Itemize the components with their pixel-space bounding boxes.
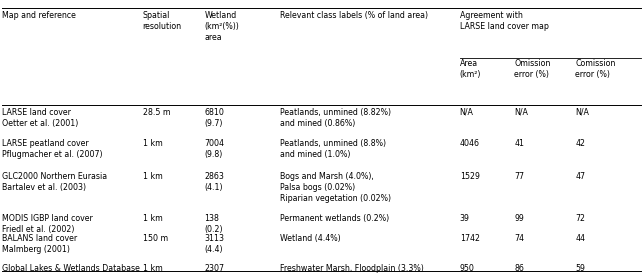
Text: 59: 59 (575, 264, 585, 273)
Text: 1 km: 1 km (143, 264, 163, 273)
Text: Peatlands, unmined (8.8%)
and mined (1.0%): Peatlands, unmined (8.8%) and mined (1.0… (280, 139, 386, 159)
Text: LARSE peatland cover
Pflugmacher et al. (2007): LARSE peatland cover Pflugmacher et al. … (2, 139, 102, 159)
Text: 47: 47 (575, 172, 586, 181)
Text: GLC2000 Northern Eurasia
Bartalev et al. (2003): GLC2000 Northern Eurasia Bartalev et al.… (2, 172, 107, 192)
Text: 1 km: 1 km (143, 172, 163, 181)
Text: 4046: 4046 (460, 139, 480, 148)
Text: Comission
error (%): Comission error (%) (575, 59, 616, 79)
Text: Peatlands, unmined (8.82%)
and mined (0.86%): Peatlands, unmined (8.82%) and mined (0.… (280, 108, 391, 128)
Text: BALANS land cover
Malmberg (2001): BALANS land cover Malmberg (2001) (2, 234, 77, 254)
Text: 28.5 m: 28.5 m (143, 108, 170, 117)
Text: Freshwater Marsh, Floodplain (3.3%)
Bog, Fen, Mire (0%);: Freshwater Marsh, Floodplain (3.3%) Bog,… (280, 264, 424, 275)
Text: 41: 41 (514, 139, 525, 148)
Text: 86: 86 (514, 264, 524, 273)
Text: Bogs and Marsh (4.0%),
Palsa bogs (0.02%)
Riparian vegetation (0.02%): Bogs and Marsh (4.0%), Palsa bogs (0.02%… (280, 172, 391, 203)
Text: Spatial
resolution: Spatial resolution (143, 11, 182, 31)
Text: N/A: N/A (460, 108, 474, 117)
Text: Permanent wetlands (0.2%): Permanent wetlands (0.2%) (280, 214, 389, 223)
Text: 72: 72 (575, 214, 586, 223)
Text: 6810
(9.7): 6810 (9.7) (204, 108, 224, 128)
Text: Map and reference: Map and reference (2, 11, 76, 20)
Text: 42: 42 (575, 139, 586, 148)
Text: Agreement with
LARSE land cover map: Agreement with LARSE land cover map (460, 11, 548, 31)
Text: Area
(km²): Area (km²) (460, 59, 481, 79)
Text: Relevant class labels (% of land area): Relevant class labels (% of land area) (280, 11, 428, 20)
Text: Global Lakes & Wetlands Database
Lehner and Döll (2004): Global Lakes & Wetlands Database Lehner … (2, 264, 140, 275)
Text: Wetland (4.4%): Wetland (4.4%) (280, 234, 340, 243)
Text: 1742: 1742 (460, 234, 480, 243)
Text: 39: 39 (460, 214, 469, 223)
Text: 44: 44 (575, 234, 586, 243)
Text: 150 m: 150 m (143, 234, 168, 243)
Text: 1 km: 1 km (143, 214, 163, 223)
Text: Omission
error (%): Omission error (%) (514, 59, 551, 79)
Text: 77: 77 (514, 172, 525, 181)
Text: MODIS IGBP land cover
Friedl et al. (2002): MODIS IGBP land cover Friedl et al. (200… (2, 214, 93, 234)
Text: 1529: 1529 (460, 172, 480, 181)
Text: 138
(0.2): 138 (0.2) (204, 214, 223, 234)
Text: 99: 99 (514, 214, 524, 223)
Text: 3113
(4.4): 3113 (4.4) (204, 234, 224, 254)
Text: 74: 74 (514, 234, 525, 243)
Text: 2307
(3.3): 2307 (3.3) (204, 264, 224, 275)
Text: Wetland
(km²(%))
area: Wetland (km²(%)) area (204, 11, 239, 42)
Text: 1 km: 1 km (143, 139, 163, 148)
Text: N/A: N/A (575, 108, 590, 117)
Text: LARSE land cover
Oetter et al. (2001): LARSE land cover Oetter et al. (2001) (2, 108, 78, 128)
Text: 2863
(4.1): 2863 (4.1) (204, 172, 224, 192)
Text: N/A: N/A (514, 108, 529, 117)
Text: 7004
(9.8): 7004 (9.8) (204, 139, 224, 159)
Text: 950: 950 (460, 264, 475, 273)
